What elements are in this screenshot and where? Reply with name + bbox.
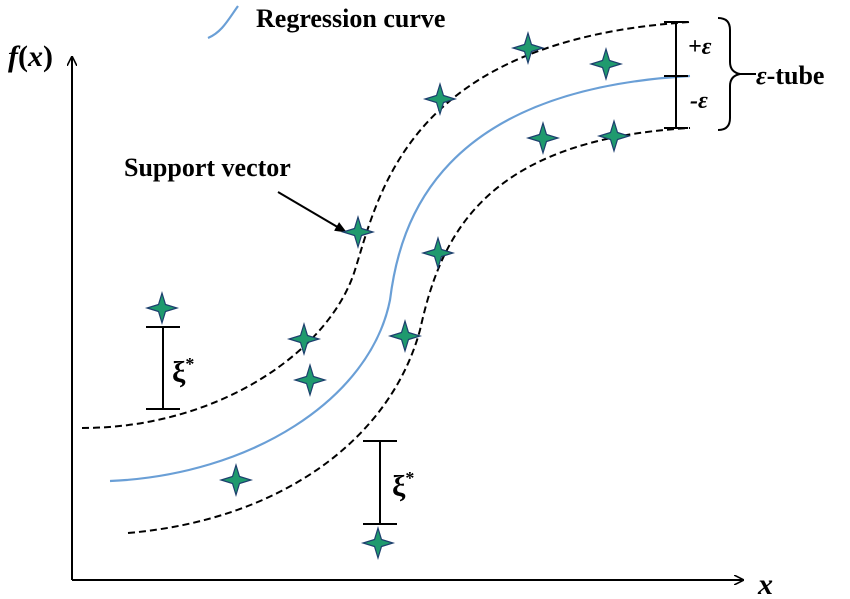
epsilon-tube-label: ε-tube bbox=[756, 61, 824, 90]
data-point-marker bbox=[422, 81, 458, 117]
data-point-marker bbox=[596, 118, 632, 154]
data-point-marker bbox=[387, 318, 423, 354]
data-point-marker bbox=[420, 235, 456, 271]
data-point-marker bbox=[292, 362, 328, 398]
legend-regression-symbol bbox=[207, 5, 239, 40]
xi-star-left-label: ξ* bbox=[172, 354, 194, 389]
y-axis-label: f(x) bbox=[8, 40, 53, 73]
slack-left bbox=[146, 326, 180, 410]
regression-curve bbox=[109, 74, 691, 483]
data-point-marker bbox=[218, 462, 254, 498]
xi-star-bottom-label: ξ* bbox=[392, 468, 414, 503]
data-point-marker bbox=[340, 214, 376, 250]
epsilon-bracket bbox=[664, 17, 756, 131]
legend-regression-label: Regression curve bbox=[256, 4, 445, 33]
data-point-marker bbox=[588, 46, 624, 82]
x-axis-label: x bbox=[757, 568, 773, 599]
data-points bbox=[144, 30, 632, 561]
plus-epsilon-label: +ε bbox=[688, 34, 712, 60]
data-point-marker bbox=[525, 120, 561, 156]
tube-lower-boundary bbox=[127, 127, 691, 534]
minus-epsilon-label: -ε bbox=[690, 88, 708, 114]
tube-upper-boundary bbox=[81, 21, 691, 429]
data-point-marker bbox=[360, 525, 396, 561]
data-point-marker bbox=[144, 290, 180, 326]
support-vector-label: Support vector bbox=[124, 153, 291, 182]
support-vector-arrow bbox=[277, 191, 347, 233]
data-point-marker bbox=[510, 30, 546, 66]
slack-bottom bbox=[363, 440, 397, 525]
data-point-marker bbox=[286, 321, 322, 357]
